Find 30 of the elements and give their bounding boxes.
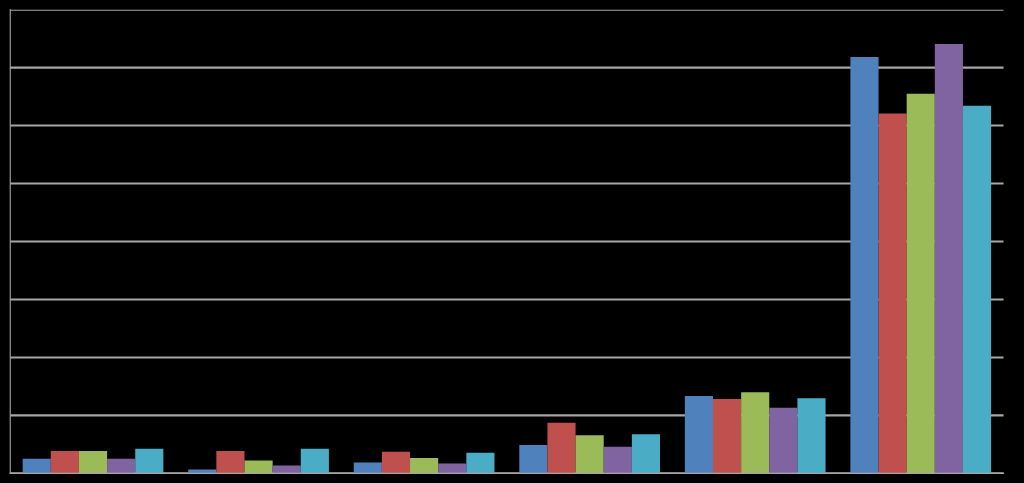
- bar: [797, 398, 826, 474]
- bar: [107, 458, 136, 474]
- bar: [906, 93, 935, 474]
- bar: [769, 407, 798, 474]
- bar: [216, 451, 245, 474]
- bar: [381, 451, 411, 474]
- bar: [78, 451, 108, 474]
- bar: [519, 445, 548, 474]
- bar: [684, 396, 713, 474]
- bar: [547, 422, 576, 474]
- bar: [575, 435, 604, 474]
- bar: [272, 465, 301, 474]
- bar: [135, 448, 164, 474]
- bar: [244, 460, 273, 474]
- bar: [712, 399, 742, 474]
- bar: [850, 56, 879, 474]
- bar: [410, 457, 439, 474]
- bar: [934, 44, 963, 474]
- bar: [22, 458, 51, 474]
- bar: [353, 462, 382, 474]
- bar: [741, 392, 770, 474]
- bar: [188, 469, 217, 474]
- bar: [50, 451, 79, 474]
- bar: [878, 113, 907, 474]
- bar: [603, 446, 632, 474]
- bar: [631, 434, 661, 474]
- bar: [466, 452, 495, 474]
- bar: [438, 463, 467, 474]
- bar: [962, 105, 992, 474]
- bar: [300, 448, 329, 474]
